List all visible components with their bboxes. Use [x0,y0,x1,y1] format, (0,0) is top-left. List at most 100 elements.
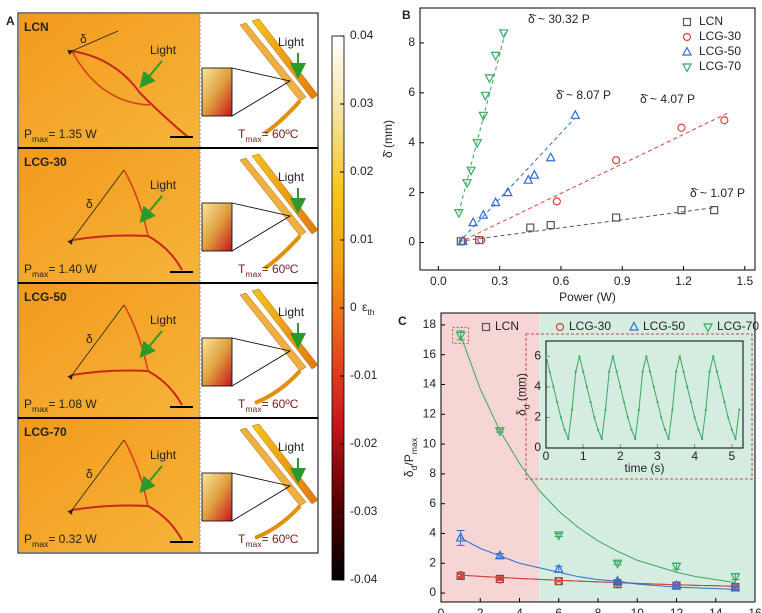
y-tick-label: 2 [429,555,436,569]
fit-curve [460,335,736,584]
fit-line [458,30,507,213]
x-tick-label: 0.0 [430,274,447,288]
legend-marker [682,46,692,56]
colorbar-label: εth [362,300,375,317]
legend-label: LCG-50 [699,44,741,58]
highlight-box [452,326,470,344]
line-point [719,385,722,388]
y-tick-label: 14 [423,377,437,391]
x-tick-label: 4 [691,449,698,463]
pmax-label-part: max [32,539,49,549]
x-tick-label: 2 [617,449,624,463]
data-point [478,209,489,219]
panel-label: B [402,8,411,22]
data-point [472,139,483,149]
tmax-label-part: max [245,269,262,279]
data-point [494,550,505,560]
line-point [734,437,737,440]
pmax-value: = 1.35 W [48,127,97,141]
line-point [738,408,741,411]
line-point [704,408,707,411]
data-point [484,74,495,84]
x-tick-label: 3 [654,449,661,463]
data-point [529,169,540,179]
tmax-label-part: max [245,404,262,414]
line-point [548,370,551,373]
legend-label: LCN [495,319,519,333]
data-point [677,206,686,215]
line-point [645,355,648,358]
data-point [461,179,472,189]
zoom-lines [231,202,292,252]
line-point [563,428,566,431]
data-point [546,220,555,230]
fit-annotation: δ̄ ~ 8.07 P [556,88,611,102]
line-point [611,355,615,358]
line-point [596,428,600,431]
line-point [622,401,626,404]
x-tick-label: 8 [595,606,602,613]
y-tick-label: 10 [423,436,437,450]
y-axis-label-part: δ [402,470,416,477]
line-point [652,385,655,388]
fiber-branch [123,439,149,507]
zoom-box [201,67,233,117]
data-point [612,575,623,585]
data-point [498,29,509,39]
beam-tail [263,99,302,135]
x-tick-label: 1.2 [675,274,692,288]
data-point [554,577,563,586]
y-tick-label: 6 [408,85,415,99]
sample-name: LCN [24,20,49,34]
legend-label: LCG-70 [717,319,759,333]
data-point [468,216,479,227]
pmax-value: = 1.40 W [48,262,97,276]
y-tick-label: 18 [423,317,437,331]
tmax-label-part: = 60ºC [262,127,299,141]
x-tick-label: 0.3 [491,274,508,288]
y-tick-label: 4 [534,379,541,393]
data-point [466,166,477,176]
data-point [611,156,621,165]
line-point [608,370,611,373]
colorbar-tick-label: -0.02 [350,436,378,450]
data-point [710,206,719,215]
delta-symbol: δ [86,332,93,346]
tmax-label-part: max [245,539,262,549]
zoom-lines [231,67,292,117]
x-tick-label: 12 [670,606,684,613]
y-axis-label-part: max [409,437,419,454]
tmax-label-part: T [238,532,246,546]
fit-line [458,207,715,242]
fit-annotation: δ̄ ~ 1.07 P [690,186,745,200]
line-point [619,385,622,388]
y-tick-label: 2 [408,185,415,199]
line-point [552,385,555,388]
data-point [611,213,621,222]
line-point [708,370,711,373]
data-point [490,196,501,207]
data-point [526,223,535,232]
delta-symbol: δ [80,32,87,46]
delta-symbol: δ [86,467,93,481]
fiber-branch [123,169,149,237]
data-point [552,197,561,206]
data-point [494,427,505,437]
x-tick-label: 1.5 [736,274,753,288]
line-point [727,416,730,419]
y-axis-label-part: (mm) [515,373,529,404]
sample-name: LCG-70 [24,425,67,439]
light-arrow [139,465,163,494]
data-point [453,209,464,219]
data-point [612,559,623,570]
y-tick-label: 4 [408,135,415,149]
zoom-box [201,337,233,387]
tmax-label: Tmax= 60ºC [238,532,299,549]
y-tick-label: 0 [429,585,436,599]
delta-line [67,30,119,56]
y-tick-label: 0 [534,440,541,454]
legend-marker [555,322,565,332]
legend-label: LCG-50 [643,319,685,333]
data-point [720,116,729,125]
line-point [663,428,667,431]
